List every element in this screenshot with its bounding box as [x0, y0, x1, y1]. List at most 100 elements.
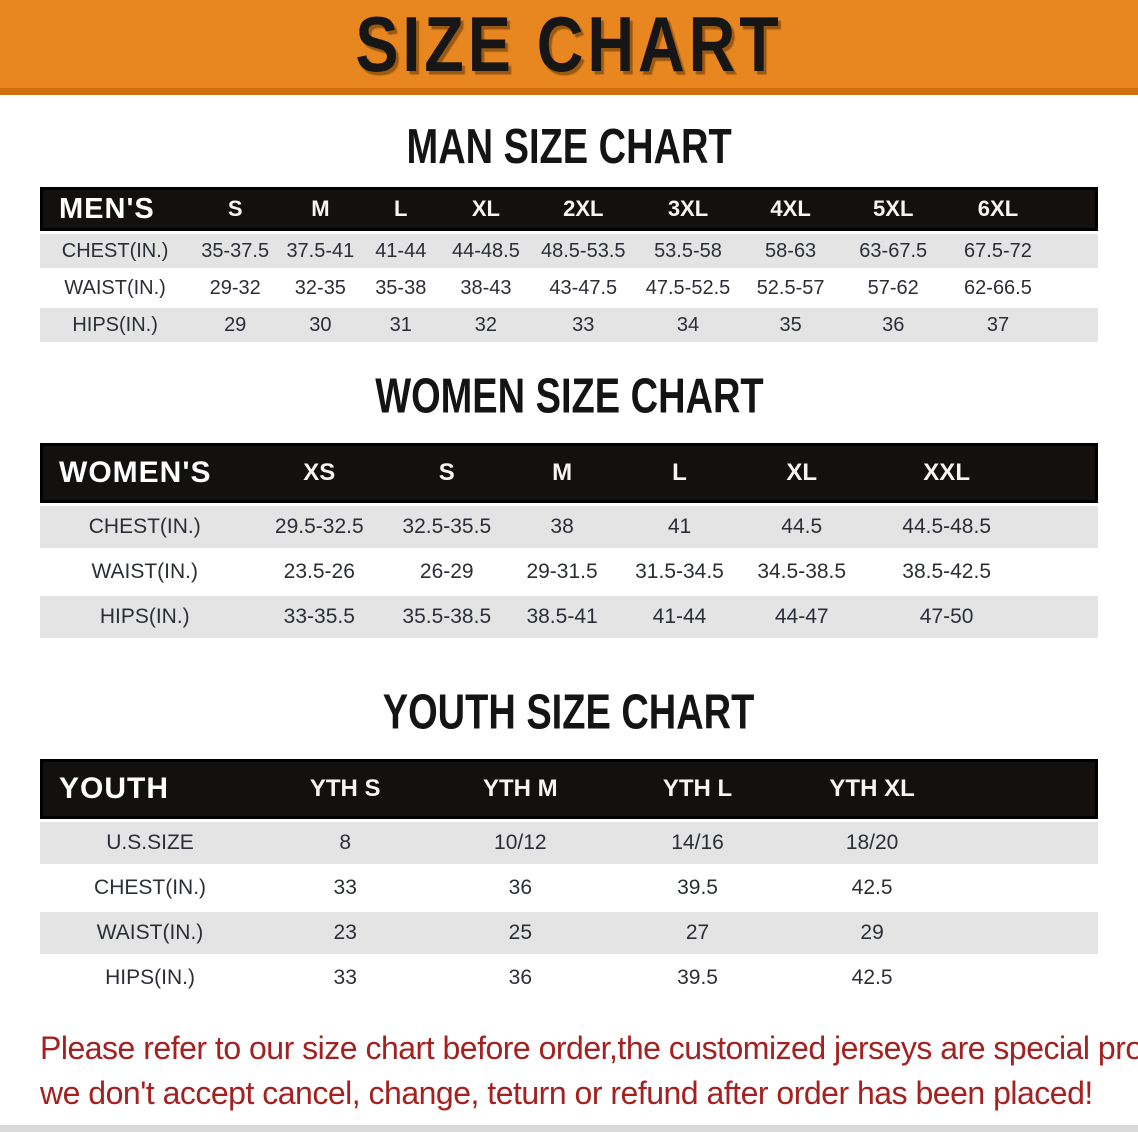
bottom-edge-strip — [0, 1125, 1138, 1132]
youth-table-title: YOUTH — [40, 759, 261, 819]
size-column-header: S — [389, 443, 505, 503]
size-value: 8 — [260, 822, 431, 864]
women-header-row: WOMEN'S XS S M L XL XXL — [40, 443, 1098, 503]
size-chart-banner: SIZE CHART — [0, 0, 1138, 95]
women-section-heading-text: WOMEN SIZE CHART — [374, 370, 764, 424]
size-value: 47.5-52.5 — [635, 271, 741, 305]
size-value: 33 — [530, 308, 636, 342]
size-column-header: 6XL — [945, 187, 1051, 231]
row-spacer-cell — [1029, 596, 1098, 638]
size-column-header: 3XL — [635, 187, 741, 231]
row-label: WAIST(IN.) — [40, 271, 191, 305]
row-spacer-cell — [1050, 234, 1098, 268]
size-value: 44.5-48.5 — [864, 506, 1030, 548]
women-section-heading: WOMEN SIZE CHART — [0, 370, 1138, 424]
size-column-header: M — [504, 443, 620, 503]
size-value: 29 — [784, 912, 960, 954]
table-row: WAIST(IN.) 23.5-26 26-29 29-31.5 31.5-34.5 34… — [40, 551, 1098, 593]
men-header-row: MEN'S S M L XL 2XL 3XL 4XL 5XL 6XL — [40, 187, 1098, 231]
size-value: 29.5-32.5 — [249, 506, 390, 548]
size-value: 29-32 — [190, 271, 281, 305]
size-column-header: YTH M — [430, 759, 611, 819]
size-value: 62-66.5 — [945, 271, 1051, 305]
size-value: 29-31.5 — [504, 551, 620, 593]
size-value: 31 — [360, 308, 441, 342]
row-label: CHEST(IN.) — [40, 506, 250, 548]
size-value: 58-63 — [740, 234, 841, 268]
size-value: 10/12 — [430, 822, 611, 864]
men-section-heading: MAN SIZE CHART — [0, 120, 1138, 174]
row-label: WAIST(IN.) — [40, 551, 250, 593]
row-spacer-cell — [959, 822, 1098, 864]
women-size-table: WOMEN'S XS S M L XL XXL CHEST(IN.) 29.5-32.5 32.5… — [40, 440, 1098, 641]
size-value: 44-48.5 — [440, 234, 531, 268]
row-spacer-cell — [959, 957, 1098, 999]
size-value: 35-37.5 — [190, 234, 281, 268]
disclaimer-text: Please refer to our size chart before or… — [40, 1026, 1138, 1117]
size-column-header: XS — [249, 443, 390, 503]
size-column-header: YTH L — [610, 759, 785, 819]
size-value: 30 — [280, 308, 361, 342]
size-value: 33 — [260, 957, 431, 999]
size-value: 32-35 — [280, 271, 361, 305]
size-value: 38.5-42.5 — [864, 551, 1030, 593]
row-label: HIPS(IN.) — [40, 596, 250, 638]
size-value: 27 — [610, 912, 785, 954]
table-row: HIPS(IN.) 33-35.5 35.5-38.5 38.5-41 41-44 44-… — [40, 596, 1098, 638]
size-column-header: L — [360, 187, 441, 231]
header-spacer-cell — [1029, 443, 1098, 503]
disclaimer-line-2: we don't accept cancel, change, teturn o… — [40, 1075, 1093, 1112]
size-value: 38.5-41 — [504, 596, 620, 638]
size-value: 41-44 — [360, 234, 441, 268]
men-table-title: MEN'S — [40, 187, 191, 231]
size-value: 53.5-58 — [635, 234, 741, 268]
disclaimer-line-1: Please refer to our size chart before or… — [40, 1030, 1138, 1066]
youth-header-row: YOUTH YTH S YTH M YTH L YTH XL — [40, 759, 1098, 819]
table-row: CHEST(IN.) 33 36 39.5 42.5 — [40, 867, 1098, 909]
table-row: WAIST(IN.) 23 25 27 29 — [40, 912, 1098, 954]
table-row: U.S.SIZE 8 10/12 14/16 18/20 — [40, 822, 1098, 864]
youth-section-heading: YOUTH SIZE CHART — [0, 686, 1138, 740]
size-value: 39.5 — [610, 867, 785, 909]
size-value: 63-67.5 — [840, 234, 946, 268]
youth-size-table: YOUTH YTH S YTH M YTH L YTH XL U.S.SIZE 8 10/12… — [40, 756, 1098, 1002]
youth-section-heading-text: YOUTH SIZE CHART — [383, 686, 755, 740]
size-value: 36 — [430, 957, 611, 999]
header-spacer-cell — [1050, 187, 1098, 231]
row-spacer-cell — [959, 912, 1098, 954]
size-value: 41 — [619, 506, 740, 548]
header-spacer-cell — [959, 759, 1098, 819]
table-row: WAIST(IN.) 29-32 32-35 35-38 38-43 43-47.5 47.… — [40, 271, 1098, 305]
size-column-header: 5XL — [840, 187, 946, 231]
size-value: 31.5-34.5 — [619, 551, 740, 593]
row-label: CHEST(IN.) — [40, 867, 261, 909]
size-value: 36 — [840, 308, 946, 342]
size-column-header: S — [190, 187, 281, 231]
row-spacer-cell — [1050, 308, 1098, 342]
size-column-header: YTH S — [260, 759, 431, 819]
size-column-header: L — [619, 443, 740, 503]
table-row: HIPS(IN.) 29 30 31 32 33 34 35 36 37 — [40, 308, 1098, 342]
table-row: CHEST(IN.) 29.5-32.5 32.5-35.5 38 41 44.5 44.5… — [40, 506, 1098, 548]
size-column-header: 4XL — [740, 187, 841, 231]
size-value: 36 — [430, 867, 611, 909]
size-value: 38 — [504, 506, 620, 548]
size-value: 52.5-57 — [740, 271, 841, 305]
row-label: CHEST(IN.) — [40, 234, 191, 268]
size-value: 48.5-53.5 — [530, 234, 636, 268]
size-column-header: XL — [440, 187, 531, 231]
size-value: 35 — [740, 308, 841, 342]
row-spacer-cell — [959, 867, 1098, 909]
size-value: 29 — [190, 308, 281, 342]
size-value: 32 — [440, 308, 531, 342]
size-value: 39.5 — [610, 957, 785, 999]
size-value: 35-38 — [360, 271, 441, 305]
size-value: 18/20 — [784, 822, 960, 864]
size-value: 23 — [260, 912, 431, 954]
size-value: 37.5-41 — [280, 234, 361, 268]
table-row: CHEST(IN.) 35-37.5 37.5-41 41-44 44-48.5 48.5… — [40, 234, 1098, 268]
size-value: 37 — [945, 308, 1051, 342]
row-spacer-cell — [1029, 506, 1098, 548]
size-value: 41-44 — [619, 596, 740, 638]
